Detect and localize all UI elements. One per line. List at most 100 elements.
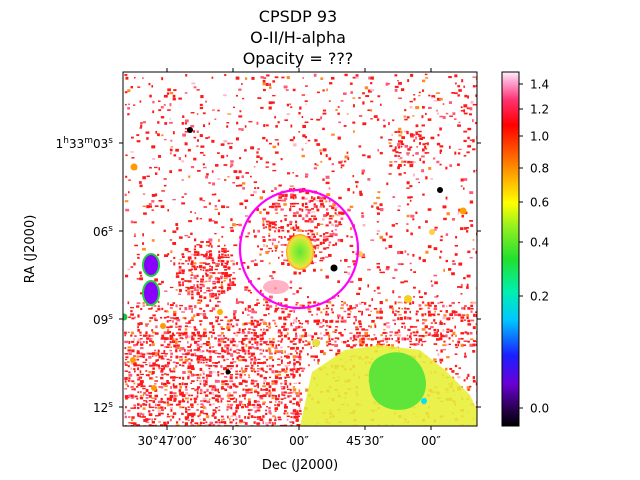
speckle [286,385,289,389]
speckle [268,247,272,250]
speckle [412,331,416,334]
speckle [229,385,233,389]
speckle [181,311,185,313]
speckle [200,280,205,283]
speckle [217,334,222,337]
speckle [301,187,306,191]
speckle [433,100,438,102]
orange-dot [312,339,320,347]
speckle [142,353,146,356]
speckle [235,416,238,418]
speckle [136,386,139,388]
speckle [290,124,293,128]
speckle [301,208,304,212]
speckle [284,376,287,379]
speckle [170,415,174,417]
speckle [295,304,298,306]
speckle [418,181,420,184]
speckle [349,244,354,248]
speckle [181,202,186,205]
speckle [355,74,359,77]
speckle [469,107,473,111]
speckle [263,382,265,385]
speckle [365,338,368,340]
speckle [172,412,177,415]
speckle [256,418,260,420]
speckle [157,305,160,308]
colorbar-ticks: 0.00.20.40.60.81.01.21.4 [519,78,549,416]
speckle [157,400,162,404]
speckle [190,260,194,264]
speckle [376,266,380,269]
speckle [166,416,171,418]
speckle [136,341,139,344]
speckle [220,326,224,328]
speckle [235,137,240,141]
speckle [221,253,224,256]
speckle [274,347,278,350]
speckle [178,400,182,404]
speckle [233,391,237,394]
speckle [259,374,263,378]
speckle [398,157,402,160]
speckle [398,173,402,176]
speckle [200,410,204,414]
speckle [133,422,137,426]
speckle [406,316,409,320]
speckle [262,136,266,140]
speckle [463,227,468,230]
speckle [200,278,205,281]
speckle [469,113,473,116]
speckle [469,385,472,388]
speckle [361,313,363,316]
speckle [244,322,248,325]
speckle [277,418,282,421]
speckle [206,251,210,253]
speckle [331,230,334,233]
speckle [268,418,272,422]
speckle [328,217,333,220]
speckle [181,391,184,395]
speckle [148,394,152,398]
colorbar-tick-label: 1.2 [530,103,549,117]
speckle [268,410,272,414]
speckle [211,388,214,391]
speckle [304,206,309,208]
speckle [184,325,189,328]
speckle [322,205,325,208]
speckle [334,329,338,332]
speckle [193,86,197,89]
speckle [421,124,425,127]
speckle [199,367,203,371]
speckle [439,310,443,312]
speckle [286,412,289,415]
speckle [164,290,168,292]
speckle [380,334,383,337]
speckle [289,340,293,343]
speckle [271,205,274,209]
x-tick-label: 46′30″ [214,434,252,448]
speckle [293,271,297,275]
speckle [460,343,464,347]
speckle [277,373,281,376]
speckle [191,296,194,300]
speckle [445,310,448,313]
speckle [254,304,258,307]
speckle [217,356,221,358]
speckle [236,349,240,351]
speckle [202,422,205,425]
speckle [460,227,464,231]
speckle [190,319,195,321]
speckle [160,386,164,389]
speckle [283,394,286,397]
speckle [283,325,286,328]
speckle [427,152,430,154]
speckle [142,355,145,359]
speckle [157,358,159,362]
speckle [389,334,393,337]
speckle [169,337,174,341]
speckle [439,322,443,325]
orange-dot [217,309,223,315]
speckle [289,220,293,224]
speckle [271,223,276,225]
